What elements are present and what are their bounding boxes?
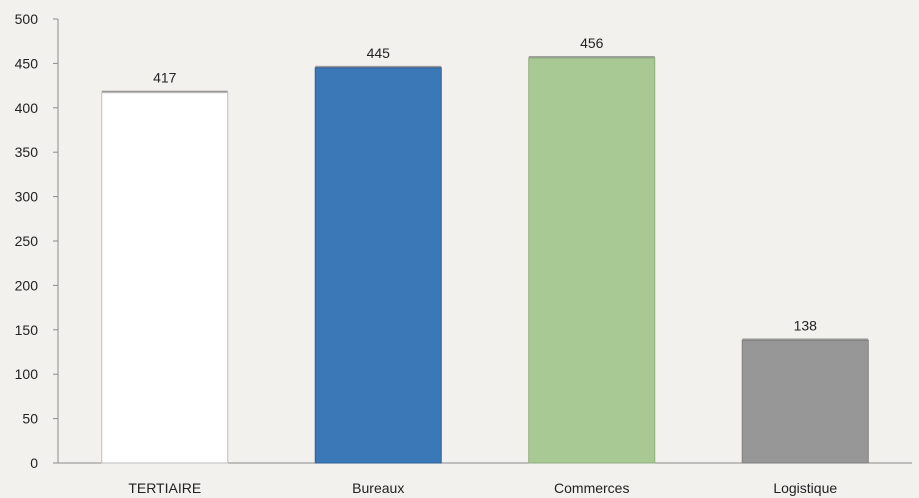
y-tick-label: 300: [15, 189, 39, 205]
data-label-commerces: 456: [580, 35, 604, 51]
y-tick-label: 200: [15, 277, 39, 293]
data-label-logistique: 138: [794, 317, 818, 333]
bars-group: [101, 56, 869, 464]
bar-commerces: [528, 57, 656, 464]
category-label-commerces: Commerces: [554, 480, 629, 496]
y-tick-label: 500: [15, 11, 39, 27]
category-label-logistique: Logistique: [773, 480, 837, 496]
y-tick-label: 450: [15, 55, 39, 71]
category-labels-group: TERTIAIRE Bureaux Commerces Logistique: [128, 480, 837, 496]
bar-tertiaire: [101, 92, 229, 464]
y-tick-label: 0: [30, 455, 38, 471]
bar-bureaux: [314, 67, 442, 464]
y-tick-label: 50: [22, 411, 38, 427]
data-labels-group: 417 445 456 138: [153, 35, 817, 333]
y-tick-label: 250: [15, 233, 39, 249]
y-tick-label: 350: [15, 144, 39, 160]
data-label-bureaux: 445: [367, 45, 391, 61]
y-tick-label: 150: [15, 322, 39, 338]
y-tick-label: 100: [15, 366, 39, 382]
y-axis: 0 50 100 150 200 250 300 350 400 450 500: [15, 11, 59, 471]
category-label-tertiaire: TERTIAIRE: [128, 480, 201, 496]
y-tick-label: 400: [15, 100, 39, 116]
data-label-tertiaire: 417: [153, 70, 177, 86]
category-label-bureaux: Bureaux: [352, 480, 404, 496]
bar-logistique: [741, 339, 869, 464]
